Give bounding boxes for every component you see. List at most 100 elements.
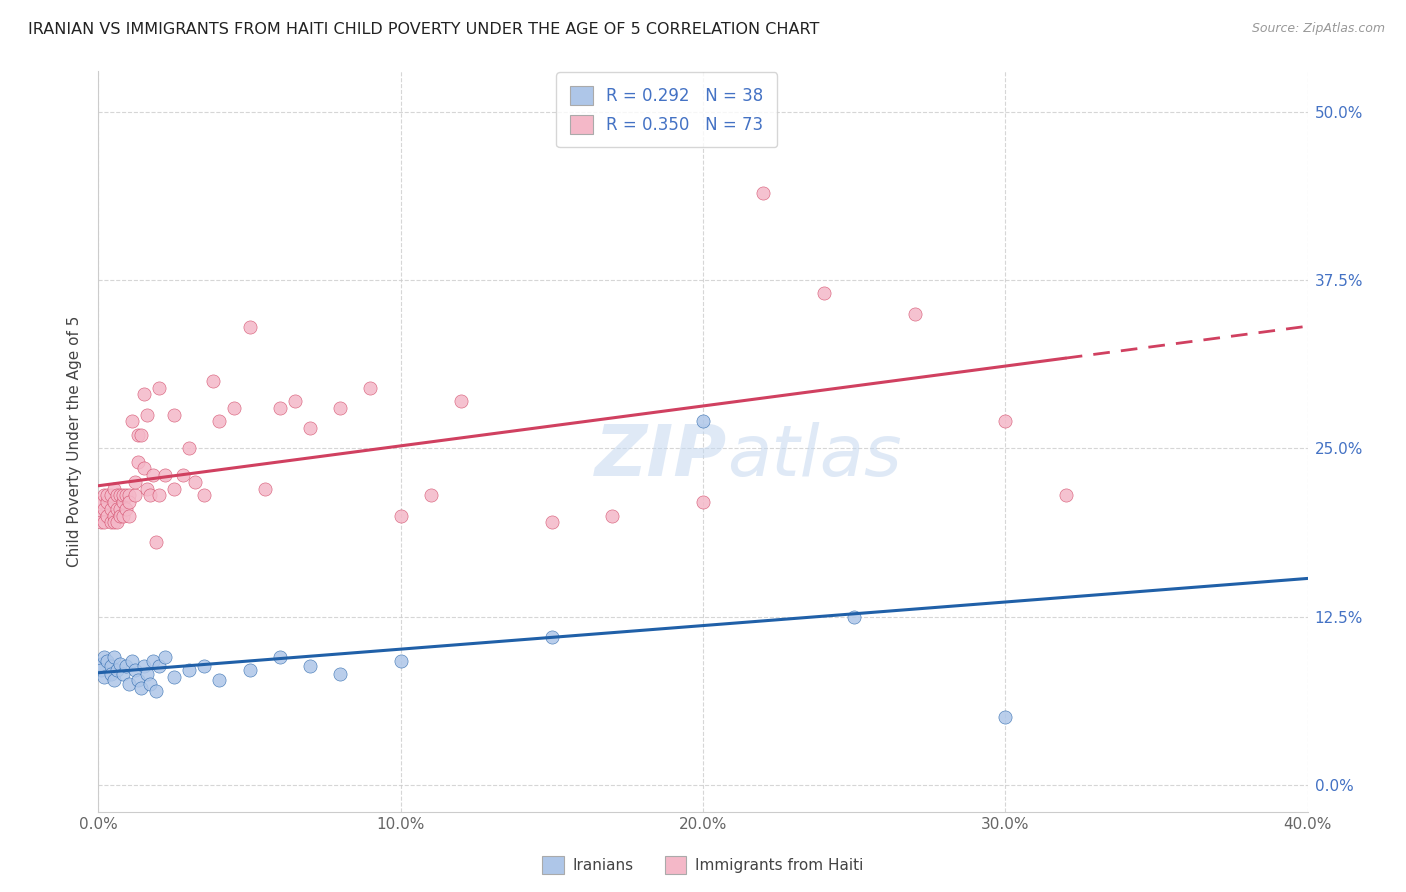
Point <box>105 516 128 530</box>
Point <box>90 508 112 523</box>
Point <box>93 670 115 684</box>
Point <box>127 673 149 687</box>
Point <box>269 401 291 415</box>
Point <box>132 461 155 475</box>
Point <box>752 186 775 200</box>
Point <box>994 414 1017 428</box>
Point <box>135 667 157 681</box>
Point <box>103 649 125 664</box>
Point <box>253 482 276 496</box>
Point <box>96 495 118 509</box>
Point <box>118 508 141 523</box>
Legend: Iranians, Immigrants from Haiti: Iranians, Immigrants from Haiti <box>536 850 870 880</box>
Point <box>96 508 118 523</box>
Point <box>108 501 131 516</box>
Point <box>124 488 146 502</box>
Point <box>124 664 146 678</box>
Point <box>111 508 134 523</box>
Text: ZIP: ZIP <box>595 422 727 491</box>
Point <box>329 667 352 681</box>
Point <box>111 495 134 509</box>
Point <box>93 649 115 664</box>
Point <box>389 654 412 668</box>
Point <box>105 664 128 678</box>
Point <box>142 468 165 483</box>
Point <box>844 609 866 624</box>
Point <box>994 710 1017 724</box>
Point <box>163 670 186 684</box>
Point <box>148 659 170 673</box>
Point <box>540 630 562 644</box>
Point <box>105 488 128 502</box>
Point <box>163 482 186 496</box>
Point <box>96 488 118 502</box>
Point <box>139 488 162 502</box>
Y-axis label: Child Poverty Under the Age of 5: Child Poverty Under the Age of 5 <box>67 316 83 567</box>
Point <box>202 374 225 388</box>
Point <box>239 664 262 678</box>
Point <box>127 455 149 469</box>
Point <box>118 677 141 691</box>
Point <box>118 495 141 509</box>
Point <box>145 535 167 549</box>
Point <box>1054 488 1077 502</box>
Point <box>100 659 122 673</box>
Point <box>90 664 112 678</box>
Point <box>103 495 125 509</box>
Point <box>153 468 176 483</box>
Point <box>208 673 231 687</box>
Point <box>108 488 131 502</box>
Point <box>299 659 322 673</box>
Point <box>93 501 115 516</box>
Point <box>239 320 262 334</box>
Point <box>145 683 167 698</box>
Point <box>602 508 624 523</box>
Point <box>284 394 307 409</box>
Point <box>420 488 443 502</box>
Point <box>224 401 246 415</box>
Point <box>142 654 165 668</box>
Legend: R = 0.292   N = 38, R = 0.350   N = 73: R = 0.292 N = 38, R = 0.350 N = 73 <box>557 72 778 147</box>
Point <box>132 387 155 401</box>
Point <box>121 654 143 668</box>
Point <box>103 482 125 496</box>
Point <box>692 414 714 428</box>
Point <box>135 482 157 496</box>
Text: Source: ZipAtlas.com: Source: ZipAtlas.com <box>1251 22 1385 36</box>
Point <box>90 516 112 530</box>
Point <box>108 657 131 671</box>
Point <box>139 677 162 691</box>
Point <box>329 401 352 415</box>
Point <box>813 286 835 301</box>
Point <box>105 501 128 516</box>
Point <box>540 516 562 530</box>
Point <box>148 381 170 395</box>
Point <box>135 408 157 422</box>
Point <box>114 488 136 502</box>
Point <box>118 488 141 502</box>
Point <box>100 516 122 530</box>
Point <box>299 421 322 435</box>
Point <box>172 468 194 483</box>
Point <box>96 654 118 668</box>
Point <box>90 657 112 671</box>
Point <box>100 501 122 516</box>
Point <box>208 414 231 428</box>
Point <box>148 488 170 502</box>
Point <box>193 659 215 673</box>
Point <box>179 664 201 678</box>
Point <box>111 667 134 681</box>
Point <box>103 508 125 523</box>
Point <box>163 408 186 422</box>
Point <box>193 488 215 502</box>
Point <box>129 427 152 442</box>
Point <box>132 659 155 673</box>
Point <box>100 488 122 502</box>
Text: atlas: atlas <box>727 422 901 491</box>
Point <box>103 516 125 530</box>
Point <box>114 501 136 516</box>
Point <box>692 495 714 509</box>
Point <box>153 649 176 664</box>
Point <box>124 475 146 489</box>
Point <box>389 508 412 523</box>
